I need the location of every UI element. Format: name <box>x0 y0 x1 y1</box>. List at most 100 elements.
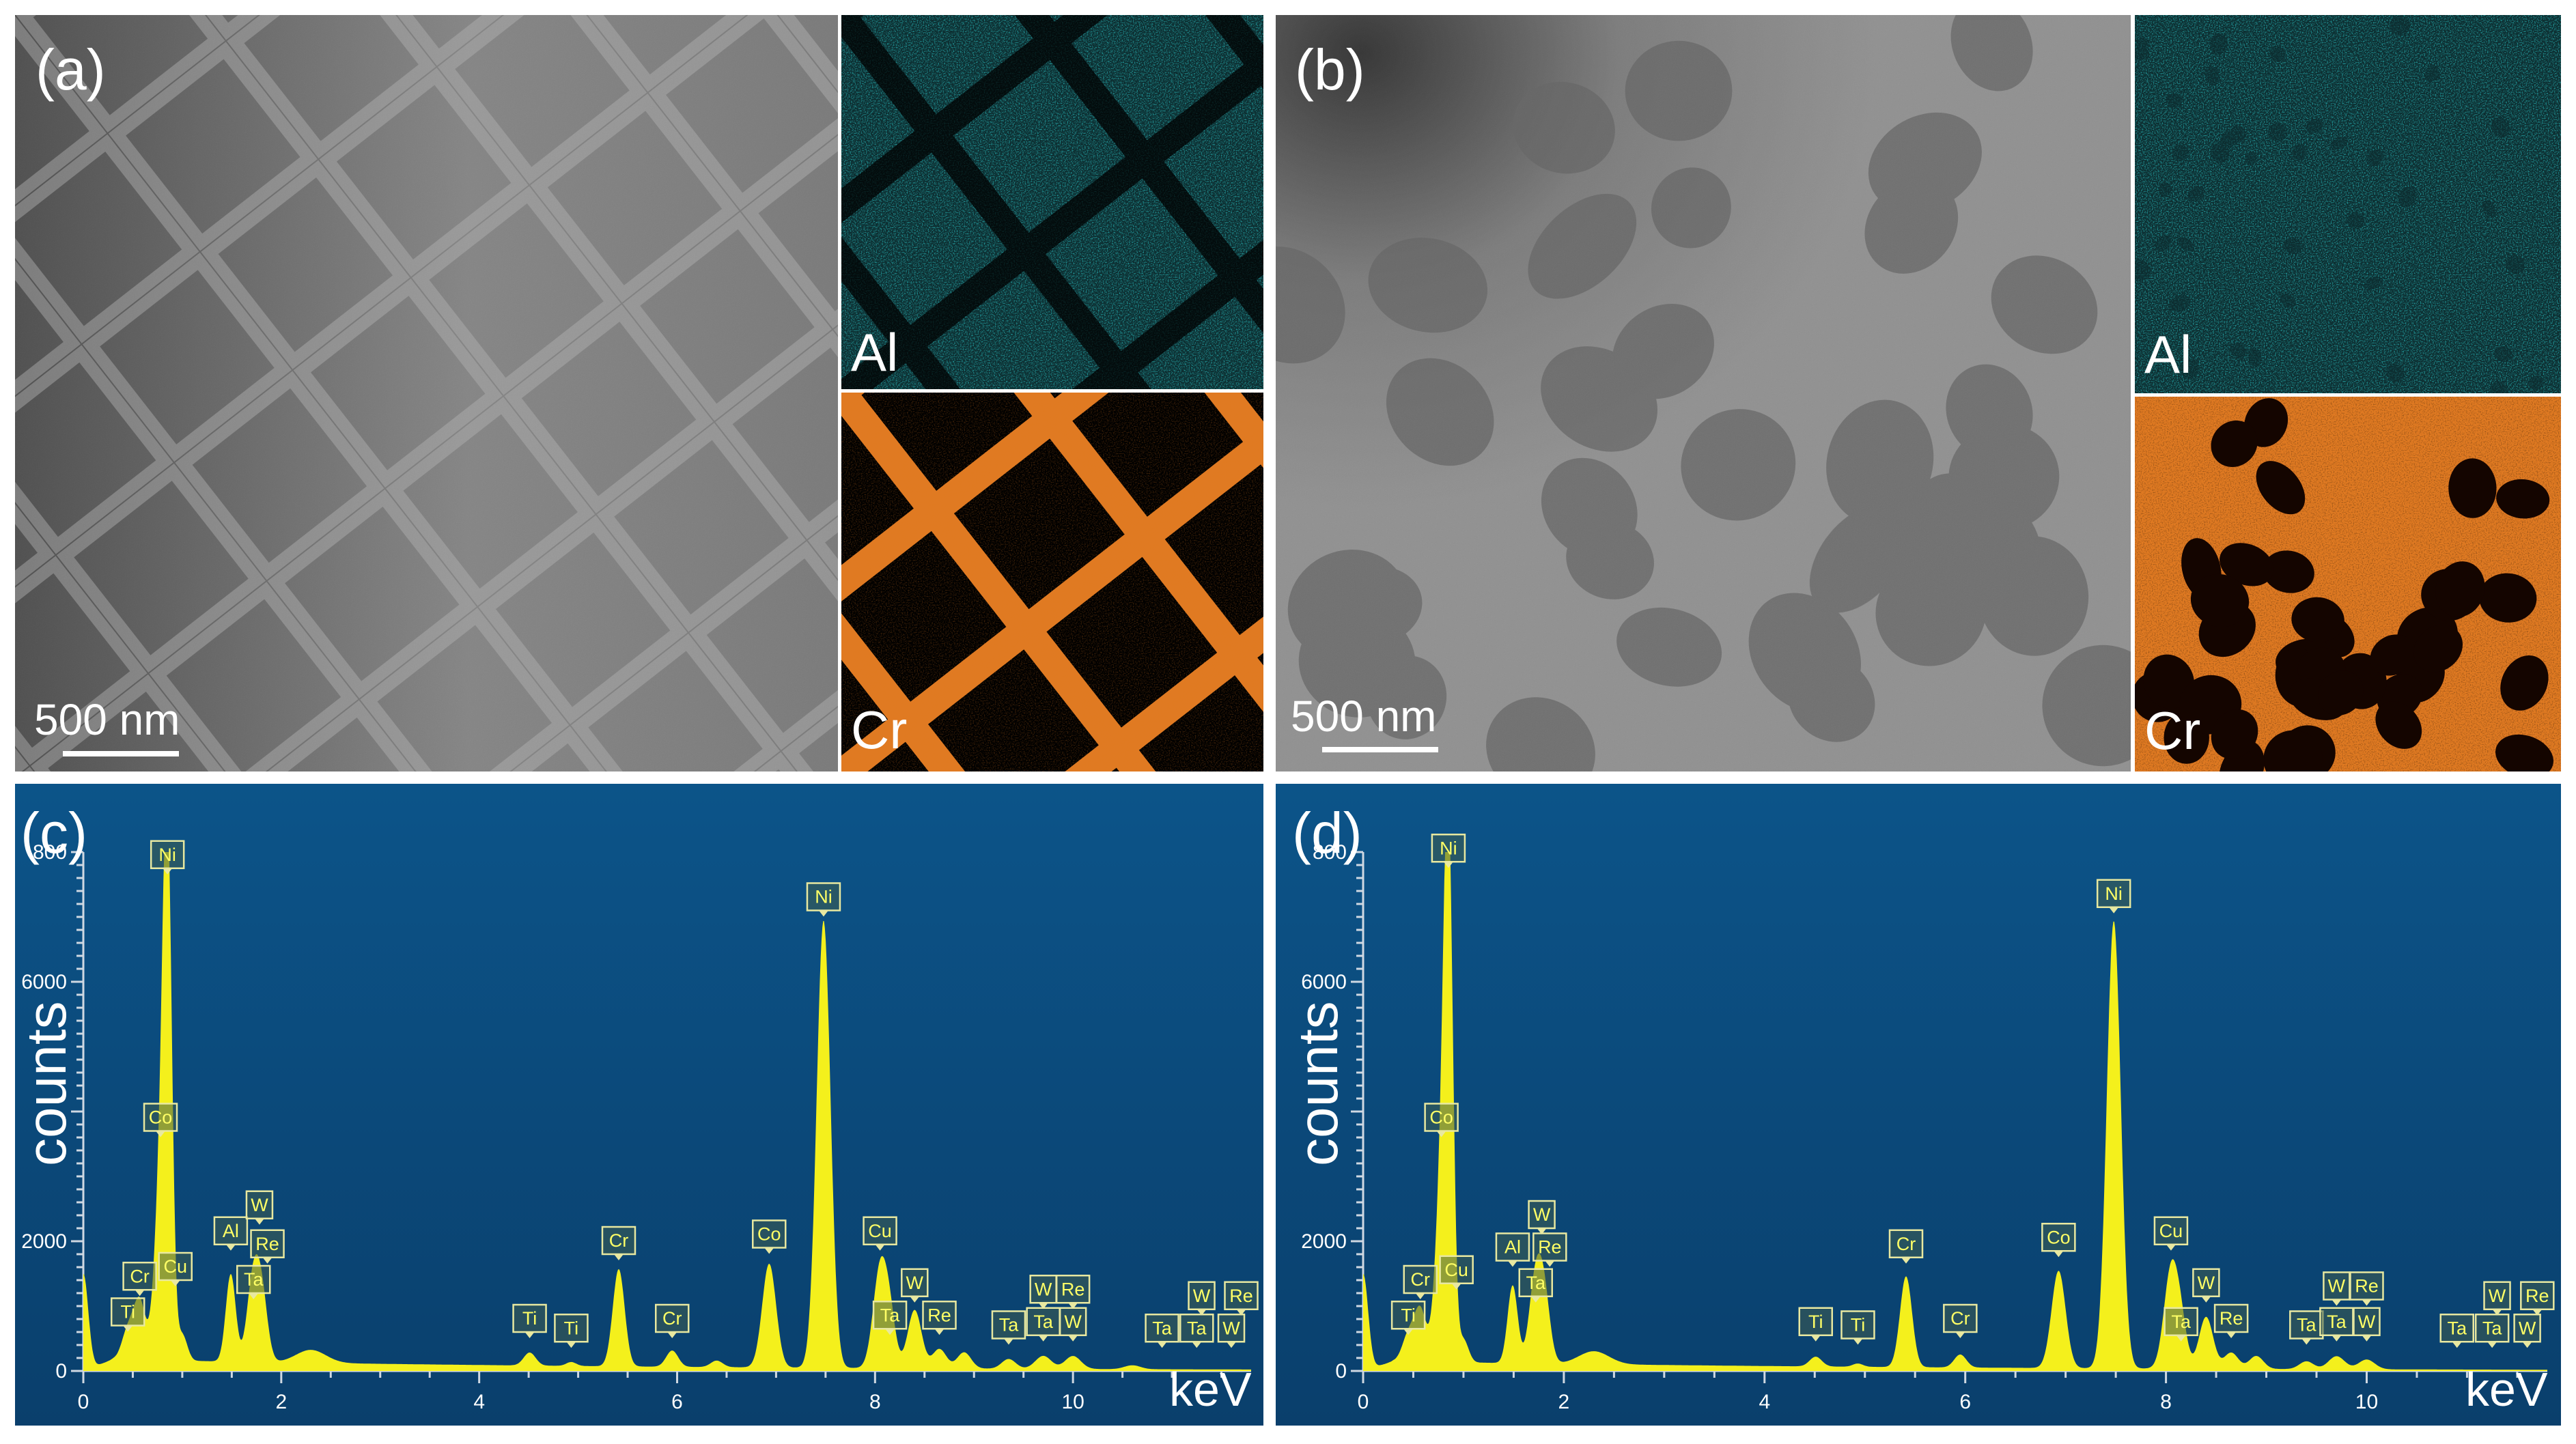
peak-label: Cr <box>1403 1264 1438 1299</box>
panel-c-y-axis-label: counts <box>16 1001 78 1166</box>
peak-label: Cu <box>1439 1255 1474 1290</box>
svg-text:Ti: Ti <box>522 1308 537 1329</box>
y-tick-label: 2000 <box>21 1230 67 1253</box>
svg-text:Ti: Ti <box>1851 1315 1866 1335</box>
panel-a-al-label: Al <box>851 322 899 382</box>
precipitate-blob <box>2375 701 2422 749</box>
peak-label: W <box>245 1190 274 1225</box>
svg-text:Cu: Cu <box>2159 1221 2183 1241</box>
panel-c-label: (c) <box>20 801 87 865</box>
svg-text:Ti: Ti <box>564 1318 579 1338</box>
precipitate-blob <box>2318 670 2364 716</box>
peak-label: Ta <box>991 1310 1026 1345</box>
peak-label: Re <box>1055 1275 1091 1309</box>
precipitate-blob <box>2494 346 2512 363</box>
peak-label: Cr <box>601 1226 636 1260</box>
svg-text:W: W <box>2358 1312 2376 1332</box>
svg-text:Re: Re <box>2355 1276 2379 1297</box>
peak-label: Re <box>922 1301 957 1335</box>
svg-text:Re: Re <box>1229 1286 1253 1306</box>
peak-label: Co <box>1424 1103 1459 1137</box>
peak-label: W <box>2513 1314 2541 1348</box>
svg-text:Cu: Cu <box>868 1221 892 1241</box>
precipitate-blob <box>2168 294 2187 311</box>
precipitate-blob <box>2180 358 2199 379</box>
peak-label: W <box>1528 1200 1556 1234</box>
precipitate-blob <box>2435 561 2485 617</box>
panel-b-scale-bar-label: 500 nm <box>1291 692 1437 741</box>
x-tick-label: 10 <box>1061 1391 1084 1413</box>
peak-label: Re <box>1224 1281 1259 1316</box>
x-tick-label: 0 <box>78 1391 89 1413</box>
precipitate-blob <box>2172 144 2189 161</box>
panel-b-stem-image: (b) 500 nm <box>1276 15 2131 771</box>
panel-b-al-label: Al <box>2144 324 2192 384</box>
panel-c-x-axis-unit: keV <box>1169 1363 1252 1416</box>
precipitate-blob <box>2229 125 2247 143</box>
svg-text:Cu: Cu <box>1444 1260 1468 1280</box>
y-tick-label: 0 <box>55 1360 67 1383</box>
panel-a-stem-image: (a) 500 nm <box>15 15 838 771</box>
peak-label: Ni <box>806 882 841 917</box>
x-tick-label: 4 <box>1759 1391 1770 1413</box>
precipitate-blob <box>2495 734 2553 771</box>
precipitate-blob <box>2211 143 2230 164</box>
svg-text:Re: Re <box>1061 1279 1085 1299</box>
peak-label: W <box>1188 1281 1216 1316</box>
precipitate-blob <box>2385 364 2405 382</box>
precipitate-blob <box>2306 118 2323 134</box>
precipitate-blob <box>2491 117 2510 138</box>
panel-a-cr-label: Cr <box>851 700 908 760</box>
precipitate-blob <box>2390 15 2410 36</box>
peak-label: Ti <box>1798 1307 1833 1342</box>
svg-text:Re: Re <box>255 1234 279 1254</box>
peak-label: Re <box>2520 1281 2555 1316</box>
svg-text:Ta: Ta <box>2447 1318 2467 1338</box>
peak-label: Co <box>2041 1223 2076 1258</box>
panel-a-micrograph <box>15 15 838 771</box>
precipitate-blob <box>2230 342 2246 359</box>
peak-label: Ta <box>1026 1307 1061 1342</box>
precipitate-blob <box>2280 293 2296 308</box>
svg-text:Re: Re <box>927 1305 951 1325</box>
peak-label: Ti <box>1840 1310 1875 1345</box>
precipitate-blob <box>2479 573 2537 623</box>
precipitate-blob <box>2267 123 2287 142</box>
peak-label: Cu <box>863 1216 897 1251</box>
x-tick-label: 2 <box>1558 1391 1570 1413</box>
svg-text:Co: Co <box>149 1107 173 1128</box>
peak-label: W <box>2353 1307 2381 1342</box>
y-tick-label: 0 <box>1335 1360 1347 1383</box>
svg-text:Ta: Ta <box>2297 1315 2317 1335</box>
peak-label: W <box>1217 1314 1246 1348</box>
y-tick-label: 800 <box>33 841 67 864</box>
precipitate-blob <box>2155 235 2172 251</box>
peak-label: Ti <box>1390 1301 1426 1335</box>
svg-text:Ta: Ta <box>244 1269 264 1290</box>
panel-d-y-axis-label: counts <box>1287 1001 1349 1166</box>
peak-label: Ta <box>2319 1307 2354 1342</box>
precipitate-blob <box>2347 212 2365 229</box>
svg-text:Cr: Cr <box>609 1230 629 1251</box>
svg-text:Co: Co <box>757 1224 781 1245</box>
precipitate-blob <box>2135 47 2150 61</box>
svg-text:W: W <box>2328 1276 2346 1297</box>
peak-label: Cr <box>122 1262 157 1297</box>
svg-text:Ta: Ta <box>2171 1312 2192 1332</box>
svg-text:W: W <box>906 1273 924 1293</box>
precipitate-blob <box>2398 186 2417 208</box>
peak-label: Ti <box>512 1303 547 1338</box>
peak-label: Cu <box>2153 1216 2189 1251</box>
svg-text:W: W <box>251 1195 268 1215</box>
svg-text:Cr: Cr <box>1896 1234 1916 1254</box>
peak-label: Ti <box>554 1314 589 1348</box>
y-tick-label: 6000 <box>1301 971 1347 993</box>
y-tick-label: 2000 <box>1301 1230 1347 1253</box>
svg-text:Co: Co <box>2047 1227 2071 1247</box>
svg-text:Ta: Ta <box>2482 1318 2503 1338</box>
peak-label: Cu <box>158 1251 193 1286</box>
precipitate-blob <box>2291 597 2344 642</box>
peak-label: W <box>901 1268 929 1303</box>
svg-text:Ni: Ni <box>158 845 176 865</box>
